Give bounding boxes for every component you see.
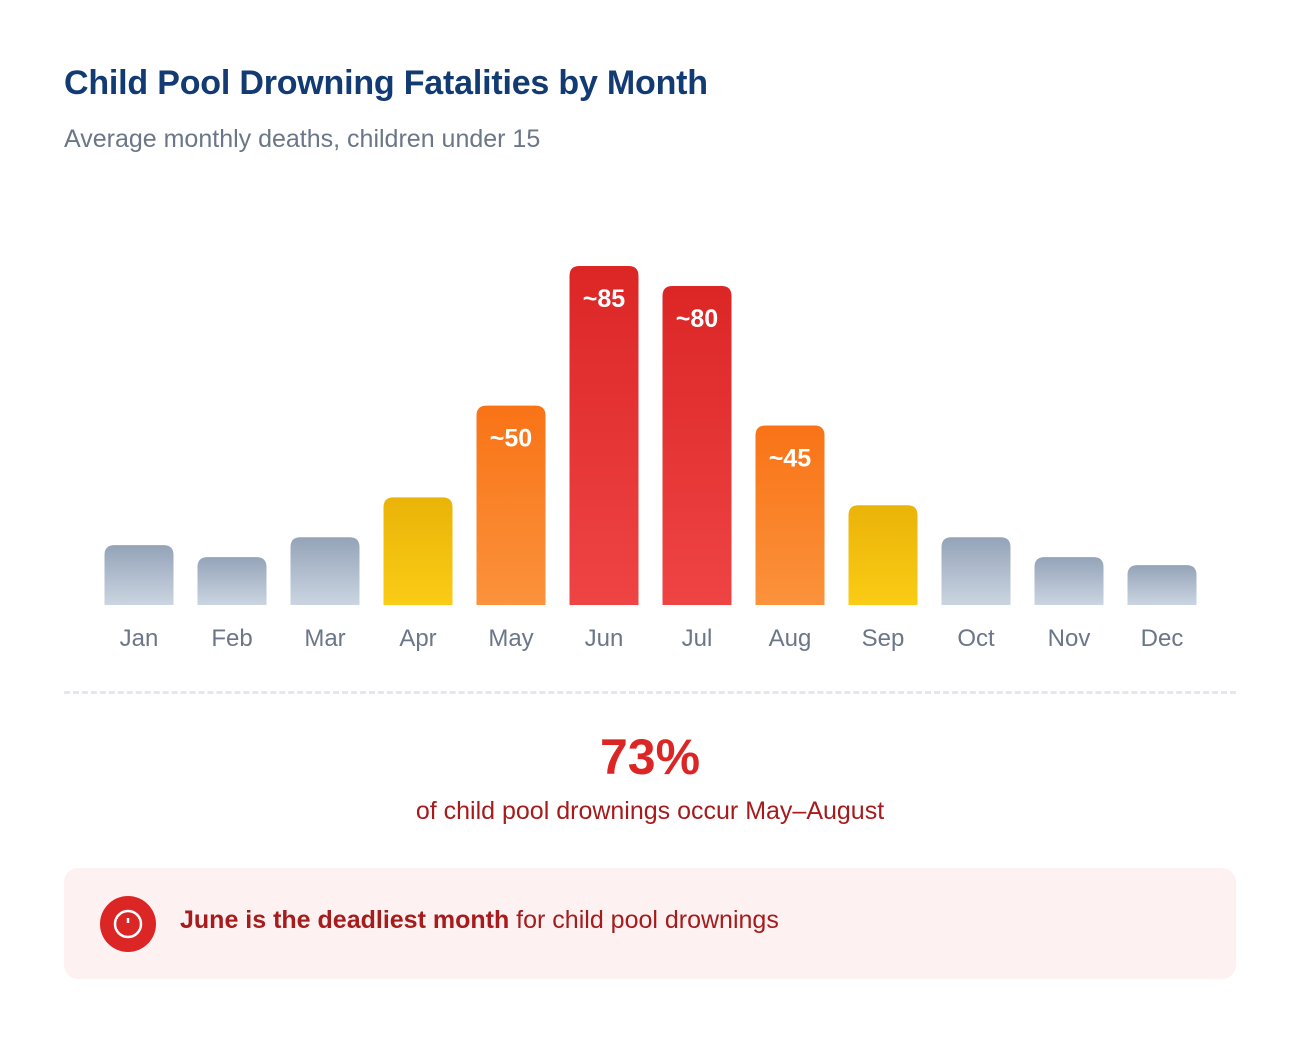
bar-nov xyxy=(1034,557,1104,605)
chart-subtitle: Average monthly deaths, children under 1… xyxy=(64,125,541,153)
x-tick-label: Jul xyxy=(682,625,713,652)
bar-apr xyxy=(383,497,453,605)
chart-title: Child Pool Drowning Fatalities by Month xyxy=(64,64,708,102)
bar-chart: Jan Feb Mar Apr ~50 May ~85 Jun ~80 Jul ~45 Aug Sep O… xyxy=(104,266,1197,652)
x-tick-label: Aug xyxy=(769,625,812,652)
bar-sep xyxy=(848,505,918,605)
x-tick-label: Apr xyxy=(399,625,436,652)
bar-mar xyxy=(290,537,360,605)
x-tick-label: Feb xyxy=(211,625,252,652)
callout-box: June is the deadliest month for child po… xyxy=(64,868,1236,979)
x-tick-label: Jan xyxy=(120,625,159,652)
x-tick-label: Jun xyxy=(585,625,624,652)
callout-bold: June is the deadliest month xyxy=(180,906,510,934)
bar-oct xyxy=(941,537,1011,605)
divider xyxy=(64,691,1236,694)
data-label-jul: ~80 xyxy=(676,305,718,333)
bar-jan xyxy=(104,545,174,605)
x-tick-label: Sep xyxy=(862,625,905,652)
stat-caption: of child pool drownings occur May–August xyxy=(415,797,885,825)
x-tick-label: May xyxy=(488,625,533,652)
alert-circle-icon xyxy=(100,896,156,952)
bar-dec xyxy=(1127,565,1197,605)
bar-jul xyxy=(662,285,732,605)
x-tick-label: Nov xyxy=(1048,625,1091,652)
x-tick-label: Mar xyxy=(304,625,345,652)
bar-feb xyxy=(197,557,267,605)
bar-jun xyxy=(569,266,639,605)
bar-aug xyxy=(755,425,825,605)
bar-may xyxy=(476,405,546,605)
x-tick-label: Dec xyxy=(1141,625,1184,652)
x-tick-label: Oct xyxy=(957,625,995,652)
stat-value: 73% xyxy=(599,729,701,785)
callout-rest: for child pool drownings xyxy=(509,906,779,934)
data-label-jun: ~85 xyxy=(583,285,626,313)
data-label-aug: ~45 xyxy=(769,445,812,473)
callout-text: June is the deadliest month for child po… xyxy=(180,906,779,935)
data-label-may: ~50 xyxy=(490,425,532,453)
